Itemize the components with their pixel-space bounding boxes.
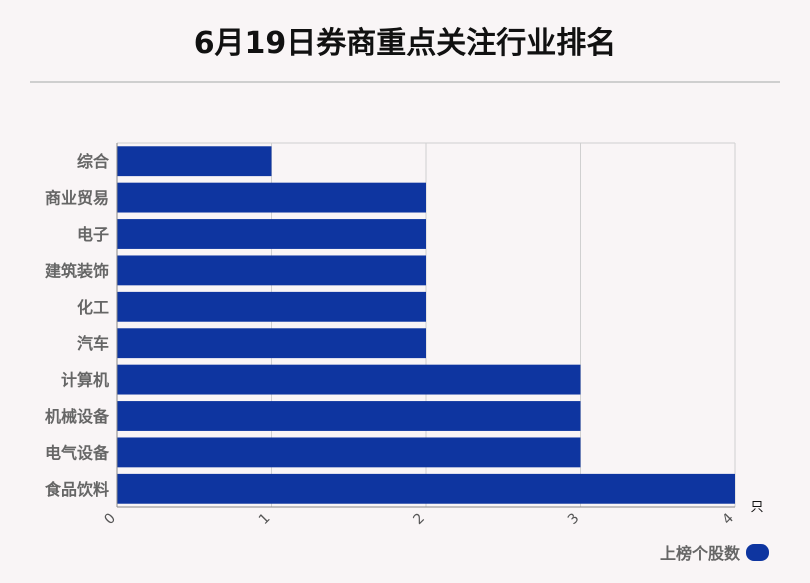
x-tick-1: 1 [256,510,274,528]
legend-swatch [746,543,769,561]
title-divider [30,81,780,83]
category-label-6: 计算机 [61,371,109,390]
chart-title: 6月19日券商重点关注行业排名 [193,26,617,61]
x-tick-2: 2 [410,510,428,528]
category-label-0: 综合 [77,152,110,171]
legend-label: 上榜个股数 [659,544,740,563]
bar-5[interactable] [117,328,426,359]
bar-9[interactable] [117,473,735,504]
bar-4[interactable] [117,291,426,322]
category-label-5: 汽车 [77,334,109,353]
bars [117,146,735,504]
category-label-7: 机械设备 [45,407,110,426]
x-tick-4: 4 [719,510,737,528]
bar-3[interactable] [117,255,426,286]
bar-1[interactable] [117,182,426,213]
bar-0[interactable] [117,146,272,177]
bar-2[interactable] [117,219,426,249]
category-label-1: 商业贸易 [45,189,109,208]
bar-6[interactable] [117,364,581,395]
category-label-2: 电子 [77,225,109,244]
x-tick-0: 0 [101,510,119,528]
category-label-3: 建筑装饰 [45,261,109,280]
category-label-8: 电气设备 [45,443,110,462]
legend: 上榜个股数 [660,540,769,564]
x-unit-label: 只 [750,500,763,515]
x-tick-3: 3 [565,510,583,528]
category-label-9: 食品饮料 [44,480,109,499]
x-tick-labels: 0 1 2 3 4 [101,510,737,528]
bar-7[interactable] [117,401,581,431]
bar-8[interactable] [117,437,581,468]
category-label-4: 化工 [77,298,109,317]
